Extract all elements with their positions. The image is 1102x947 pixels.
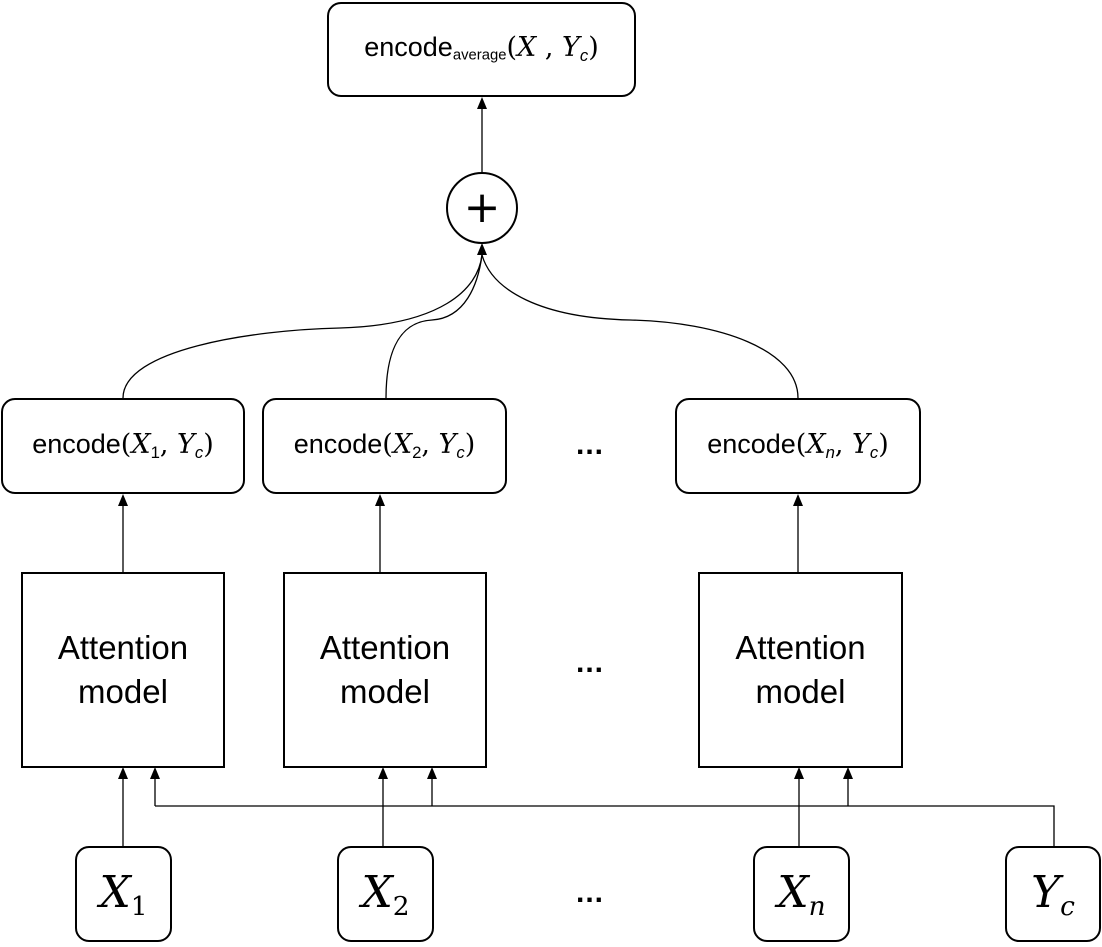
encode-var-y-sub: c	[456, 443, 465, 462]
encode-open-paren: (	[795, 428, 807, 460]
arrowhead-encode-2	[375, 494, 385, 506]
ellipsis-attention: ...	[576, 646, 605, 679]
encode-box-1: encode(X1, Yc)	[1, 398, 245, 494]
output-var-y-sub: c	[579, 46, 589, 66]
encode-open-paren: (	[120, 428, 132, 460]
input-var: Y	[1031, 866, 1061, 918]
attention-model-label-1: Attention model	[57, 629, 189, 710]
input-box-x1: X1	[75, 846, 172, 942]
encode-comma: ,	[159, 428, 178, 460]
output-var-y: Y	[562, 32, 580, 64]
input-label-xn: Xn	[777, 867, 825, 922]
curve-encode-n-to-sum	[481, 254, 799, 399]
encode-var-y: Y	[177, 428, 195, 460]
output-var-x: X	[517, 32, 537, 64]
encode-prefix: encode	[707, 428, 796, 459]
encode-comma: ,	[834, 428, 853, 460]
output-comma: ,	[536, 32, 563, 64]
arrowhead-yc-1	[150, 767, 160, 779]
encode-var-y: Y	[438, 428, 457, 460]
input-box-x2: X2	[337, 846, 434, 942]
ellipsis-encode: ...	[576, 428, 605, 461]
encode-var-x-sub: n	[825, 443, 835, 462]
arrowhead-yc-2	[427, 767, 437, 779]
encode-prefix: encode	[32, 428, 121, 459]
input-var: X	[99, 866, 131, 918]
input-sub: c	[1060, 890, 1075, 922]
encode-var-y-sub: c	[869, 443, 879, 462]
encode-prefix: encode	[293, 428, 383, 459]
encode-close-paren: )	[464, 428, 476, 460]
ellipsis-inputs: ...	[576, 876, 605, 909]
output-encode-average-box: encodeaverage(X , Yc)	[327, 2, 636, 97]
arrowhead-sum	[477, 243, 487, 255]
encode-label-2: encode(X2, Yc)	[294, 429, 476, 463]
encode-var-x: X	[392, 428, 413, 460]
encode-var-y-sub: c	[194, 443, 204, 462]
input-var: X	[777, 866, 809, 918]
encode-close-paren: )	[878, 428, 889, 460]
plus-icon: +	[463, 182, 501, 233]
arrowhead-encode-1	[118, 494, 128, 506]
encode-label-1: encode(X1, Yc)	[32, 429, 214, 463]
encode-comma: ,	[421, 428, 439, 460]
attention-model-box-2: Attention model	[283, 572, 487, 768]
encode-var-x: X	[131, 428, 151, 460]
attention-model-label-n: Attention model	[735, 629, 866, 710]
output-subscript: average	[452, 48, 507, 65]
input-label-x2: X2	[361, 867, 409, 922]
input-sub: 1	[130, 890, 148, 922]
input-var: X	[361, 866, 393, 918]
attention-model-label-2: Attention model	[319, 629, 451, 710]
encode-var-x-sub: 1	[150, 443, 160, 462]
output-encode-average-label: encodeaverage(X , Yc)	[364, 32, 599, 66]
encode-box-2: encode(X2, Yc)	[262, 398, 507, 494]
arrowhead-output	[477, 97, 487, 109]
input-box-yc: Yc	[1005, 846, 1101, 942]
sum-node: +	[446, 172, 518, 244]
curve-encode-1-to-sum	[122, 254, 483, 399]
input-box-xn: Xn	[753, 846, 850, 942]
encode-label-n: encode(Xn, Yc)	[707, 429, 889, 463]
input-sub: 2	[392, 890, 410, 922]
output-open-paren: (	[506, 32, 518, 64]
input-label-yc: Yc	[1031, 867, 1075, 922]
output-prefix: encode	[364, 32, 453, 63]
input-sub: n	[808, 890, 826, 922]
yc-bus-line	[155, 805, 1055, 846]
encode-box-n: encode(Xn, Yc)	[675, 398, 921, 494]
encode-open-paren: (	[382, 428, 393, 460]
curve-encode-2-to-sum	[385, 254, 483, 399]
arrowhead-x2	[378, 767, 388, 779]
encode-close-paren: )	[203, 428, 214, 460]
attention-model-box-n: Attention model	[698, 572, 903, 768]
arrowhead-x1	[118, 767, 128, 779]
input-label-x1: X1	[99, 867, 147, 922]
attention-model-box-1: Attention model	[21, 572, 225, 768]
arrowhead-encode-n	[793, 494, 803, 506]
output-close-paren: )	[588, 32, 599, 64]
arrowhead-xn	[794, 767, 804, 779]
arrowhead-yc-n	[843, 767, 853, 779]
encode-var-x-sub: 2	[412, 443, 422, 462]
encode-var-x: X	[806, 428, 826, 460]
encode-var-y: Y	[852, 428, 870, 460]
